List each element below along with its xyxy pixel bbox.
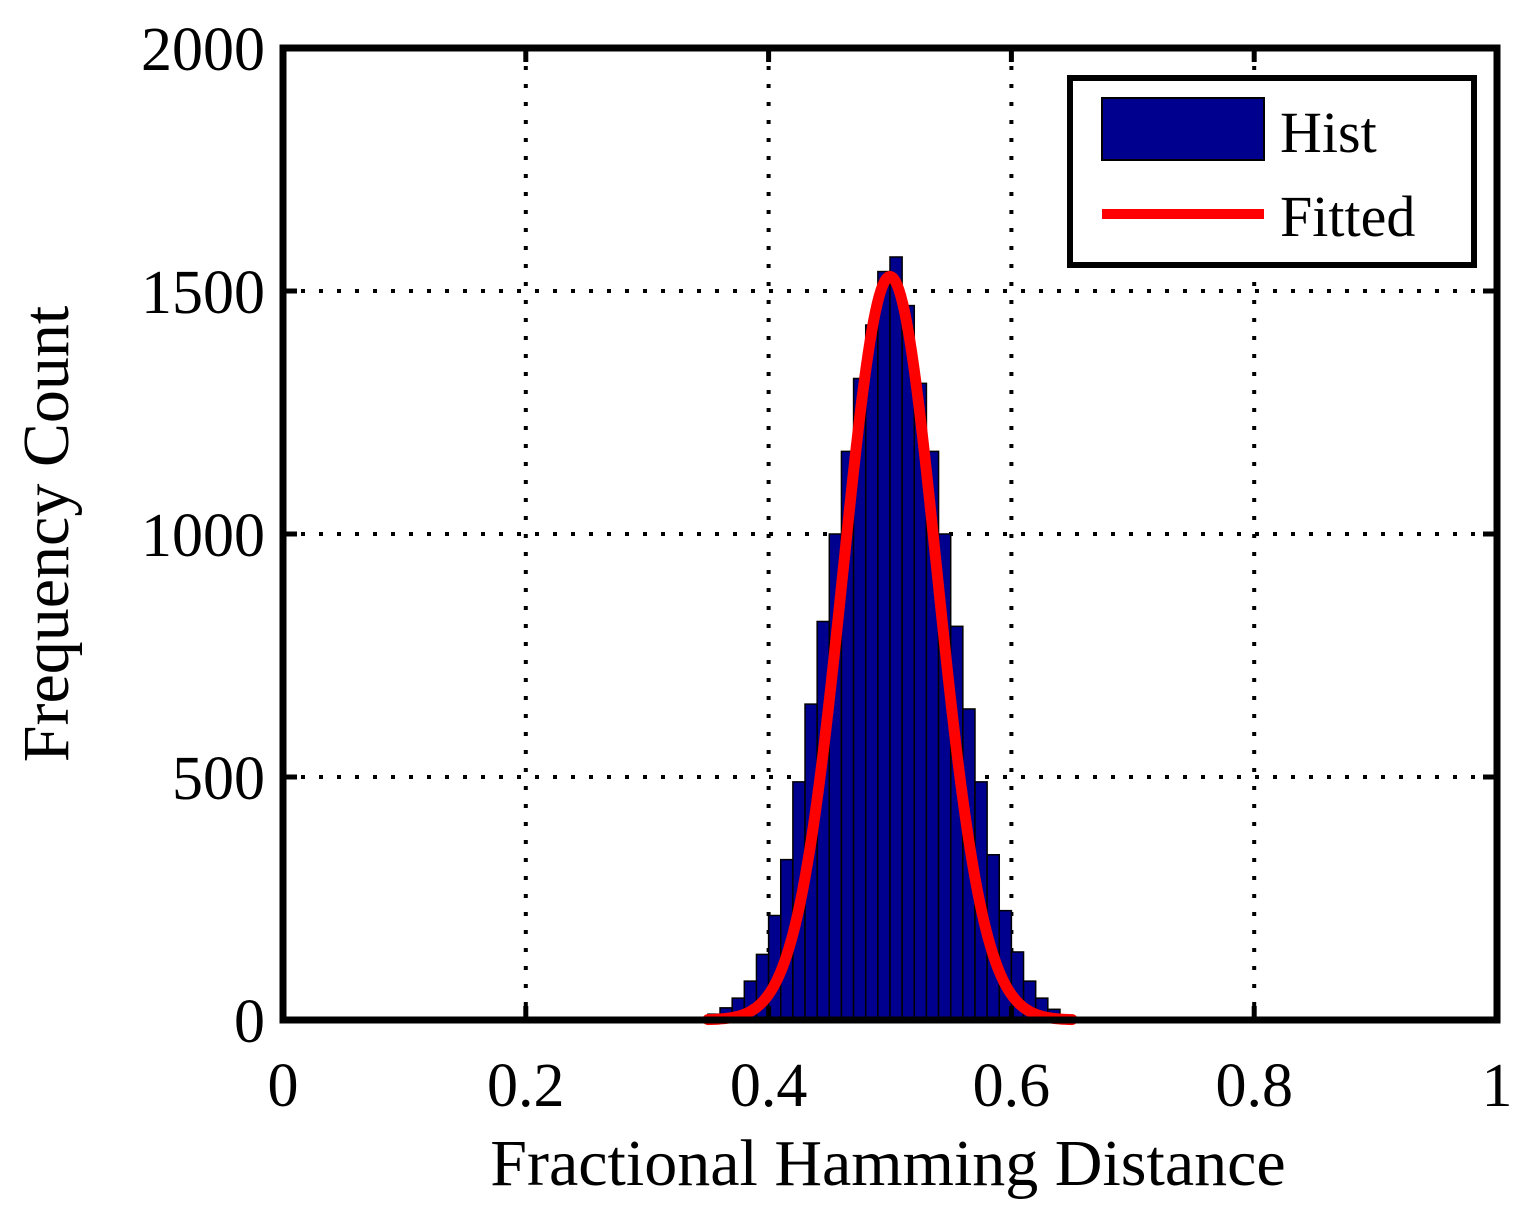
histogram-bar <box>889 256 903 1021</box>
x-tick-label: 0.6 <box>973 1052 1051 1120</box>
legend-hist-label: Hist <box>1280 100 1377 165</box>
x-tick-label: 1 <box>1482 1052 1513 1120</box>
y-tick-label: 1000 <box>141 502 265 570</box>
y-tick-label: 500 <box>172 745 265 813</box>
legend-hist-swatch <box>1101 97 1265 161</box>
y-tick-label: 0 <box>234 988 265 1056</box>
x-tick-label: 0.2 <box>487 1052 565 1120</box>
x-tick-label: 0.8 <box>1215 1052 1293 1120</box>
histogram-bar <box>864 324 879 1021</box>
fitted-curve-layer <box>702 270 1078 1026</box>
y-tick-label: 2000 <box>141 16 265 84</box>
y-tick-label: 1500 <box>141 259 265 327</box>
legend-fitted-label: Fitted <box>1280 184 1415 249</box>
legend: Hist Fitted <box>1067 75 1477 268</box>
x-tick-label: 0 <box>268 1052 299 1120</box>
x-axis-label: Fractional Hamming Distance <box>490 1127 1285 1200</box>
histogram-bar <box>877 270 891 1021</box>
axes <box>279 44 1501 1024</box>
fitted-curve <box>702 270 1078 1026</box>
tick-labels: 0 0.2 0.4 0.6 0.8 1 0 500 1000 1500 2000 <box>141 16 1513 1120</box>
x-tick-label: 0.4 <box>730 1052 808 1120</box>
y-axis-label: Frequency Count <box>10 306 83 762</box>
histogram-bar <box>901 304 916 1021</box>
